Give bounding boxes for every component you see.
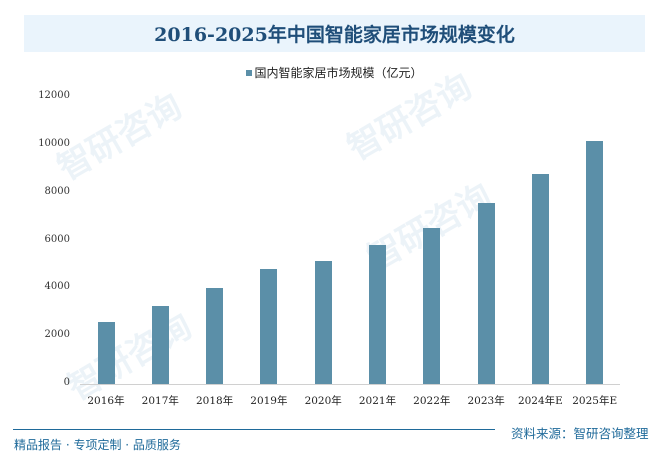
bar: [369, 244, 386, 384]
bar: [423, 227, 441, 384]
legend-swatch-icon: [246, 69, 253, 76]
y-tick-label: 4000: [44, 281, 70, 293]
legend: 国内智能家居市场规模（亿元）: [0, 64, 669, 81]
y-tick-label: 8000: [44, 185, 70, 197]
x-tick-label: 2017年: [141, 395, 179, 407]
y-tick-label: 0: [63, 377, 70, 388]
legend-label: 国内智能家居市场规模（亿元）: [254, 66, 423, 80]
x-tick-label: 2022年: [413, 395, 451, 407]
x-tick-label: 2020年: [304, 395, 342, 407]
bar: [97, 321, 115, 384]
bar: [206, 288, 224, 384]
footer-slogan: 精品报告 · 专项定制 · 品质服务: [14, 438, 181, 452]
chart-title: 2016-2025年中国智能家居市场规模变化: [154, 24, 515, 46]
x-tick-label: 2025年E: [572, 395, 618, 407]
title-banner: 2016-2025年中国智能家居市场规模变化: [24, 15, 645, 52]
bar: [314, 260, 332, 384]
source-note: 资料来源：智研咨询整理: [511, 426, 649, 441]
x-tick-label: 2019年: [250, 395, 288, 407]
x-tick-label: 2016年: [87, 395, 125, 407]
bar: [151, 306, 169, 384]
bar: [477, 202, 495, 384]
y-tick-label: 12000: [38, 90, 70, 101]
y-tick-label: 6000: [44, 233, 70, 245]
x-tick-label: 2018年: [195, 395, 234, 407]
x-tick-label: 2023年: [467, 395, 505, 407]
footer-divider: [13, 429, 495, 430]
x-tick-label: 2021年: [358, 395, 397, 407]
bar: [586, 141, 604, 384]
bar: [260, 269, 278, 384]
x-tick-label: 2024年E: [517, 395, 563, 407]
y-tick-label: 2000: [44, 329, 70, 341]
bar: [531, 173, 549, 384]
y-tick-label: 10000: [38, 137, 70, 149]
x-axis-line: [80, 384, 620, 385]
